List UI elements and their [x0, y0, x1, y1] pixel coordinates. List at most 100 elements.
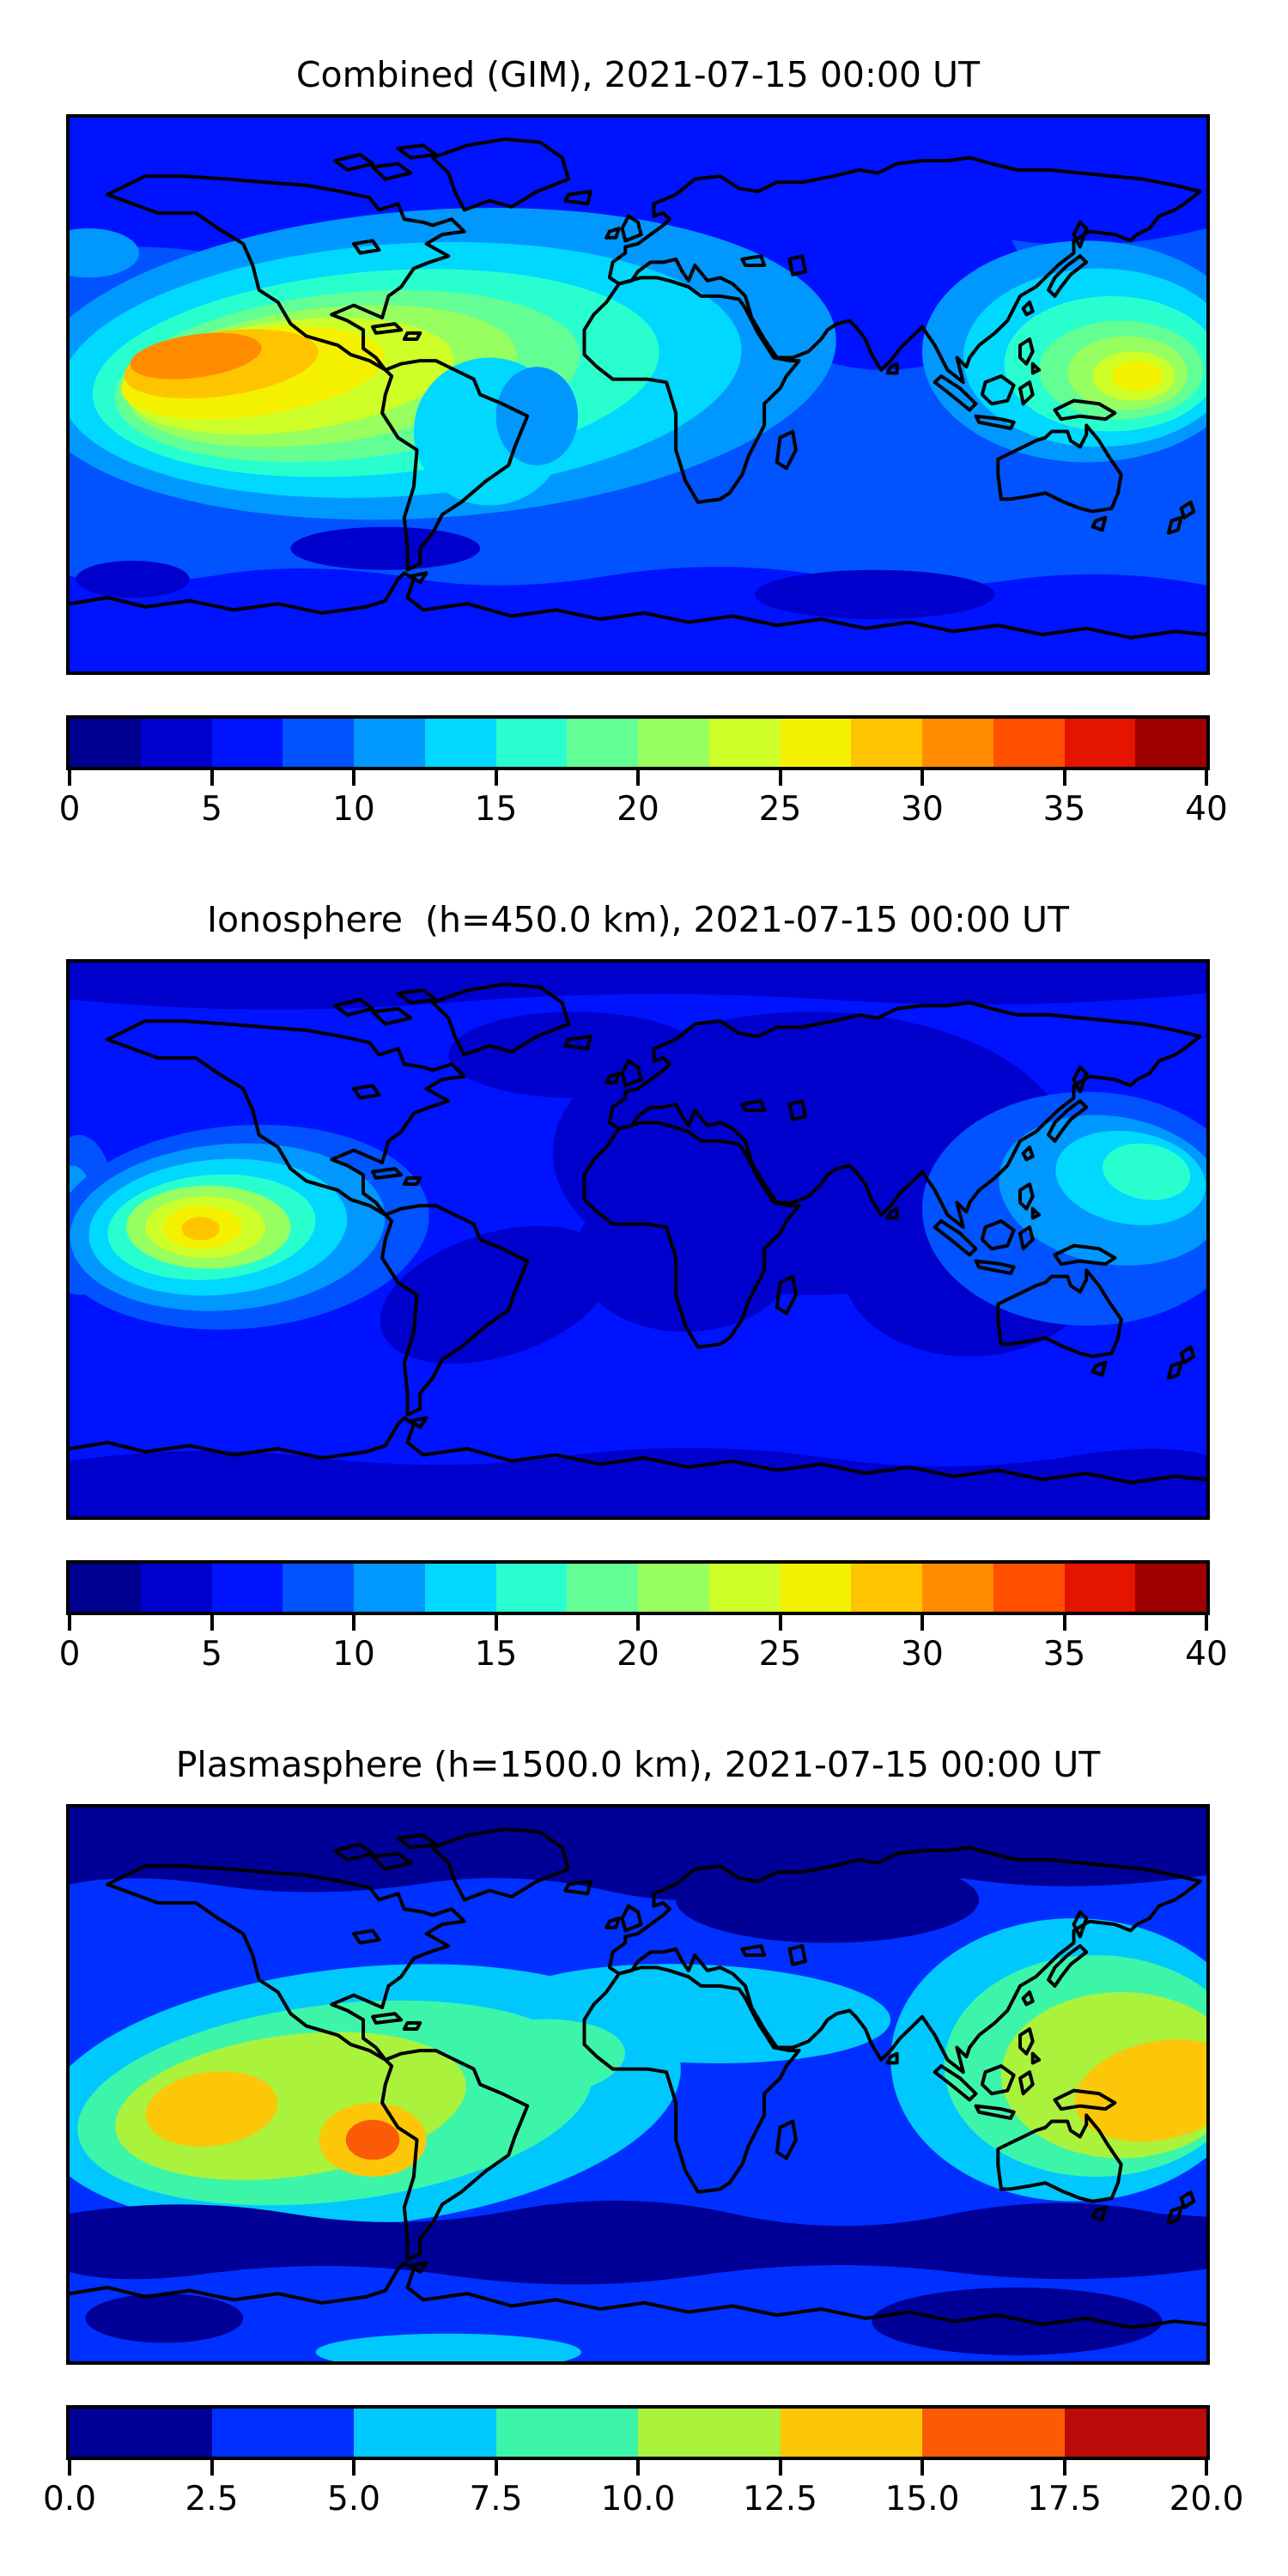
colorbar-tick-labels: 0 5 10 15 20 25 30 35 40: [59, 1634, 1228, 1675]
tick-mark: [1205, 2460, 1208, 2476]
colorbar-segment: [283, 719, 354, 767]
tick-mark: [1062, 2460, 1066, 2476]
panel-3-title: Plasmasphere (h=1500.0 km), 2021-07-15 0…: [175, 1744, 1101, 1785]
tick-label: 40: [1185, 1635, 1228, 1674]
contour-layer: [70, 963, 1206, 1516]
colorbar-ticks: [68, 770, 1208, 786]
tick-mark: [494, 770, 498, 786]
colorbar-segment: [354, 2409, 496, 2457]
colorbar-ticks: [68, 2460, 1208, 2476]
tick-label: 10: [332, 790, 375, 829]
colorbar-segment: [140, 1564, 212, 1612]
tick-label: 30: [901, 790, 944, 829]
colorbar-segment: [211, 719, 283, 767]
colorbar-ticks: [68, 1615, 1208, 1631]
panel-2-map-frame: [66, 959, 1210, 1520]
tick-label: 10: [332, 1635, 375, 1674]
colorbar-segment: [424, 719, 496, 767]
colorbar-segment: [993, 1564, 1065, 1612]
colorbar-segment: [495, 2409, 638, 2457]
tick-mark: [1205, 1615, 1208, 1631]
tick-mark: [1062, 770, 1066, 786]
colorbar-gradient: [66, 1560, 1210, 1615]
tick-label: 17.5: [1027, 2480, 1102, 2518]
panel-1-world-map: [70, 118, 1206, 671]
panel-2-world-map: [70, 963, 1206, 1516]
tick-mark: [636, 770, 640, 786]
tick-label: 15.0: [884, 2480, 960, 2518]
colorbar-segment: [1064, 719, 1136, 767]
tick-label: 20: [617, 1635, 659, 1674]
tick-label: 20: [617, 790, 659, 829]
colorbar-segment: [495, 719, 568, 767]
colorbar-segment: [495, 1564, 568, 1612]
coastline-layer: [70, 139, 1206, 638]
colorbar-segment: [354, 1564, 425, 1612]
tick-label: 20.0: [1169, 2480, 1244, 2518]
tick-mark: [210, 770, 214, 786]
tick-label: 25: [758, 790, 802, 829]
colorbar-tick-labels: 0.0 2.5 5.0 7.5 10.0 12.5 15.0 17.5 20.0: [43, 2479, 1243, 2520]
tick-label: 5.0: [326, 2480, 381, 2518]
tick-mark: [920, 2460, 924, 2476]
colorbar-segment: [638, 719, 709, 767]
tick-label: 15: [474, 790, 518, 829]
tick-mark: [1062, 1615, 1066, 1631]
colorbar-segment: [922, 2409, 1065, 2457]
tick-mark: [920, 1615, 924, 1631]
colorbar-segment: [638, 1564, 709, 1612]
tick-label: 0: [58, 1635, 81, 1674]
tick-label: 15: [474, 1635, 518, 1674]
tick-mark: [920, 770, 924, 786]
coastline-layer: [70, 1829, 1206, 2328]
panel-3-world-map: [70, 1807, 1206, 2361]
colorbar-segment: [851, 719, 922, 767]
tick-label: 5: [201, 790, 222, 829]
tick-mark: [494, 1615, 498, 1631]
tick-label: 40: [1185, 790, 1228, 829]
colorbar-segment: [1064, 1564, 1136, 1612]
tick-label: 10.0: [600, 2480, 676, 2518]
colorbar-segment: [922, 1564, 993, 1612]
contour-layer: [70, 118, 1206, 671]
colorbar-segment: [708, 1564, 781, 1612]
colorbar-gradient: [66, 2405, 1210, 2460]
colorbar-segment: [283, 1564, 354, 1612]
colorbar-segment: [70, 719, 141, 767]
tick-mark: [352, 2460, 355, 2476]
colorbar-segment: [638, 2409, 781, 2457]
colorbar-segment: [211, 2409, 354, 2457]
tick-mark: [778, 1615, 782, 1631]
colorbar-gradient: [66, 715, 1210, 770]
tick-mark: [778, 770, 782, 786]
tick-label: 0: [58, 790, 81, 829]
tick-mark: [68, 1615, 71, 1631]
colorbar-segment: [780, 2409, 922, 2457]
tick-label: 12.5: [743, 2480, 817, 2518]
tick-mark: [352, 1615, 355, 1631]
tick-mark: [494, 2460, 498, 2476]
tick-label: 2.5: [185, 2480, 239, 2518]
coastline-layer: [70, 984, 1206, 1482]
tick-label: 0.0: [42, 2480, 97, 2518]
tick-mark: [636, 2460, 640, 2476]
panel-1-colorbar: 0 5 10 15 20 25 30 35 40: [59, 715, 1228, 830]
colorbar-segment: [1064, 2409, 1206, 2457]
colorbar-segment: [140, 719, 212, 767]
colorbar-segment: [567, 1564, 638, 1612]
tick-mark: [68, 2460, 71, 2476]
colorbar-segment: [354, 719, 425, 767]
colorbar-segment: [708, 719, 781, 767]
tick-mark: [778, 2460, 782, 2476]
tick-label: 5: [201, 1635, 222, 1674]
colorbar-segment: [211, 1564, 283, 1612]
tick-mark: [352, 770, 355, 786]
panel-2-title: Ionosphere (h=450.0 km), 2021-07-15 00:0…: [206, 899, 1070, 940]
tick-label: 30: [901, 1635, 944, 1674]
panel-1-map-frame: [66, 114, 1210, 675]
tick-label: 7.5: [469, 2480, 523, 2518]
panel-1-title: Combined (GIM), 2021-07-15 00:00 UT: [295, 54, 981, 95]
tick-label: 35: [1042, 1635, 1086, 1674]
tick-mark: [1205, 770, 1208, 786]
